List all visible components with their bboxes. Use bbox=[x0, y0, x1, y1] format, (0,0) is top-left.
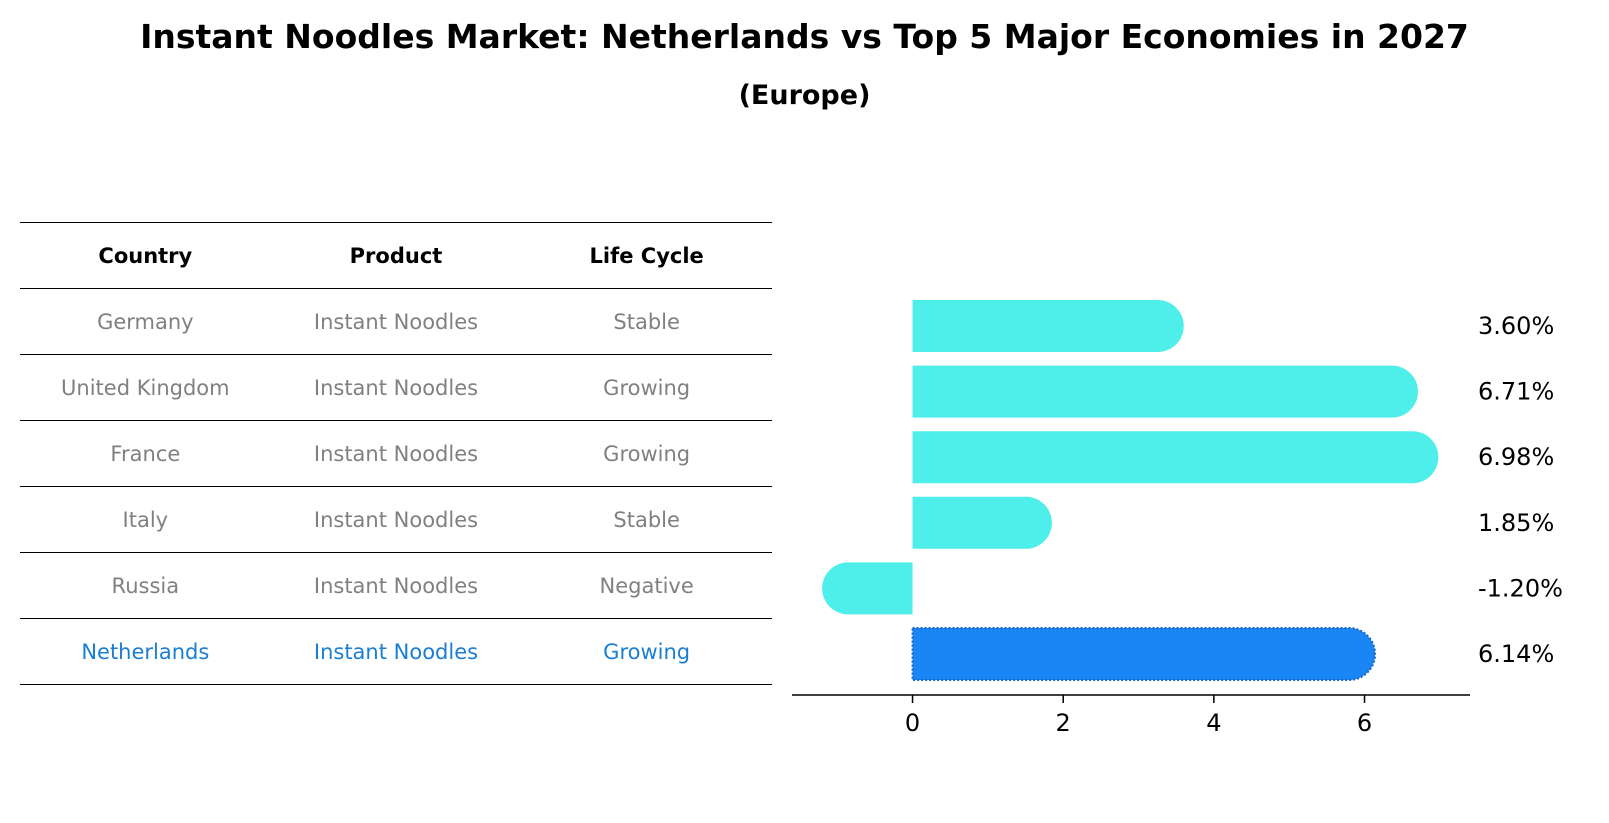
table-row: France Instant Noodles Growing bbox=[20, 420, 772, 487]
table-header-row: Country Product Life Cycle bbox=[20, 222, 772, 289]
cell-country: Italy bbox=[20, 486, 271, 553]
table-row-highlight: Netherlands Instant Noodles Growing bbox=[20, 618, 772, 685]
value-label: 6.98% bbox=[1478, 443, 1554, 471]
cell-country: Russia bbox=[20, 552, 271, 619]
chart-title: Instant Noodles Market: Netherlands vs T… bbox=[140, 17, 1469, 56]
cell-country: France bbox=[20, 420, 271, 487]
cell-product: Instant Noodles bbox=[270, 420, 522, 487]
value-label: 6.71% bbox=[1478, 378, 1554, 406]
cell-product: Instant Noodles bbox=[270, 486, 522, 553]
cell-life-cycle: Growing bbox=[521, 420, 772, 487]
value-label: -1.20% bbox=[1478, 574, 1563, 602]
bar-germany bbox=[912, 300, 1184, 352]
cell-product: Instant Noodles bbox=[270, 288, 522, 355]
cell-life-cycle: Negative bbox=[521, 552, 772, 619]
cell-country: Netherlands bbox=[20, 618, 271, 685]
bar-russia bbox=[822, 562, 913, 615]
header-product: Product bbox=[270, 222, 522, 289]
cell-life-cycle: Growing bbox=[521, 354, 772, 421]
market-table: Country Product Life Cycle Germany Insta… bbox=[20, 222, 772, 685]
header-country: Country bbox=[20, 222, 271, 289]
header-life-cycle: Life Cycle bbox=[521, 222, 772, 289]
bar-italy bbox=[912, 496, 1052, 549]
table-row: Italy Instant Noodles Stable bbox=[20, 486, 772, 553]
cell-life-cycle: Stable bbox=[521, 486, 772, 553]
cell-country: United Kingdom bbox=[20, 354, 271, 421]
cell-product: Instant Noodles bbox=[270, 618, 522, 685]
table-row: United Kingdom Instant Noodles Growing bbox=[20, 354, 772, 421]
value-label: 3.60% bbox=[1478, 312, 1554, 340]
x-tick-label: 0 bbox=[905, 709, 920, 737]
cell-product: Instant Noodles bbox=[270, 354, 522, 421]
x-tick-label: 2 bbox=[1056, 709, 1071, 737]
chart-subtitle: (Europe) bbox=[738, 80, 871, 111]
x-tick-label: 4 bbox=[1206, 709, 1221, 737]
value-label: 1.85% bbox=[1478, 509, 1554, 537]
cell-life-cycle: Growing bbox=[521, 618, 772, 685]
bar-netherlands bbox=[911, 627, 1377, 681]
cell-life-cycle: Stable bbox=[521, 288, 772, 355]
cell-country: Germany bbox=[20, 288, 271, 355]
bar-france bbox=[912, 431, 1439, 484]
table-row: Germany Instant Noodles Stable bbox=[20, 288, 772, 355]
bar-united-kingdom bbox=[912, 365, 1418, 418]
value-label: 6.14% bbox=[1478, 640, 1554, 668]
table-row: Russia Instant Noodles Negative bbox=[20, 552, 772, 619]
cell-product: Instant Noodles bbox=[270, 552, 522, 619]
x-tick-label: 6 bbox=[1357, 709, 1372, 737]
